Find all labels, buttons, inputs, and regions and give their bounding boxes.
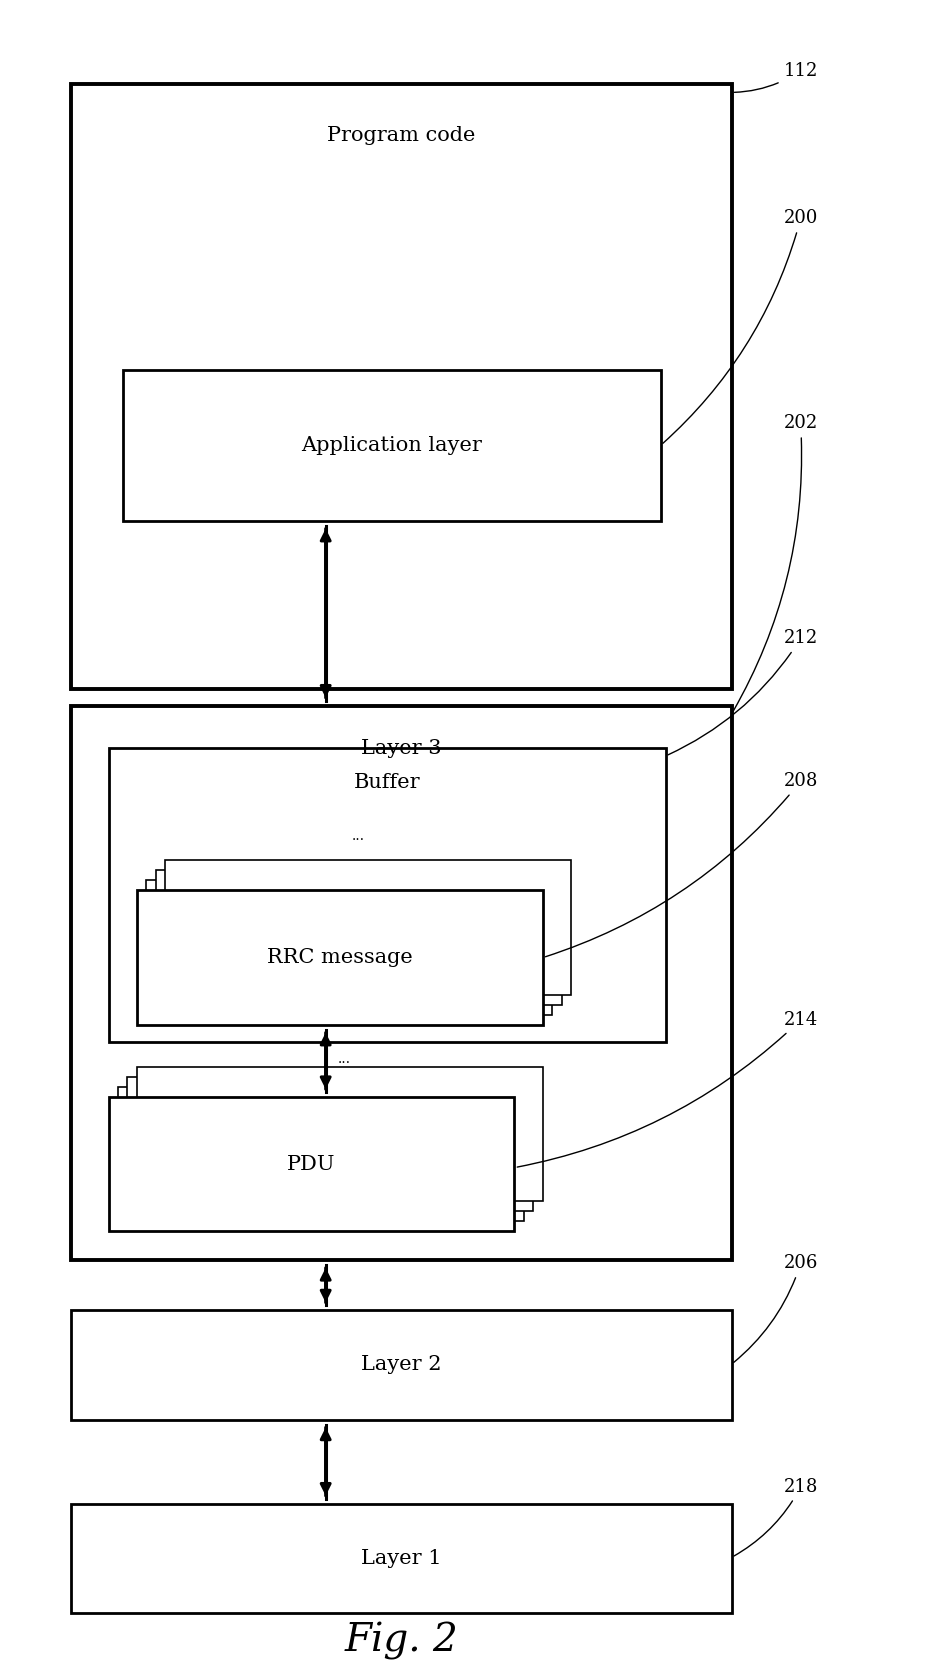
- Bar: [156, 870, 562, 1005]
- Bar: [71, 84, 732, 689]
- Bar: [71, 1310, 732, 1420]
- Text: 202: 202: [733, 415, 818, 712]
- Bar: [123, 370, 661, 521]
- Bar: [146, 880, 552, 1015]
- Bar: [109, 748, 666, 1042]
- Bar: [137, 1067, 543, 1201]
- Text: Layer 1: Layer 1: [361, 1549, 442, 1567]
- Text: ···: ···: [352, 833, 365, 847]
- Bar: [137, 890, 543, 1025]
- Text: PDU: PDU: [287, 1154, 336, 1174]
- Bar: [118, 1087, 524, 1221]
- Bar: [127, 1077, 533, 1211]
- Text: 206: 206: [733, 1255, 818, 1362]
- Bar: [109, 1097, 514, 1231]
- Text: Program code: Program code: [327, 126, 476, 144]
- Text: 112: 112: [734, 62, 818, 92]
- Text: 200: 200: [663, 210, 818, 444]
- Text: Layer 3: Layer 3: [361, 739, 442, 758]
- Text: 208: 208: [546, 773, 818, 956]
- Text: 218: 218: [734, 1478, 818, 1556]
- Bar: [71, 1504, 732, 1613]
- Text: Fig. 2: Fig. 2: [345, 1621, 458, 1660]
- Text: 212: 212: [668, 630, 818, 754]
- Text: RRC message: RRC message: [267, 948, 413, 968]
- Text: Buffer: Buffer: [354, 773, 420, 791]
- Bar: [165, 860, 571, 995]
- Text: ···: ···: [338, 1057, 351, 1070]
- Text: 214: 214: [517, 1011, 818, 1168]
- Text: Application layer: Application layer: [301, 435, 482, 455]
- Bar: [71, 706, 732, 1260]
- Text: Layer 2: Layer 2: [361, 1356, 442, 1374]
